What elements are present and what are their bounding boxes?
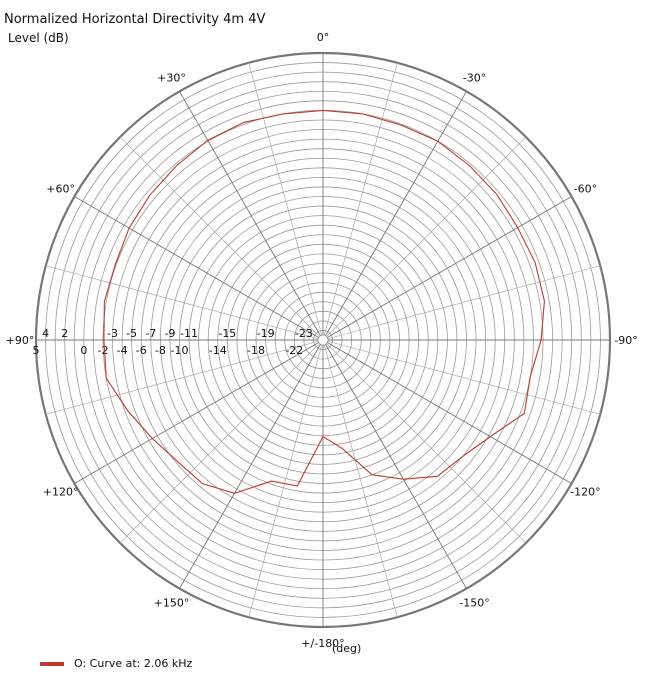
grid-spoke xyxy=(323,62,398,336)
radial-tick-label: -7 xyxy=(145,327,156,340)
radial-tick-label: -4 xyxy=(117,344,128,357)
grid-spoke xyxy=(248,344,323,618)
legend-label: O: Curve at: 2.06 kHz xyxy=(74,657,193,670)
radial-tick-label: 0 xyxy=(80,344,87,357)
angle-label: +120° xyxy=(43,486,79,499)
angle-label: -120° xyxy=(570,486,600,499)
grid-spoke xyxy=(74,196,319,338)
grid-spoke xyxy=(323,344,398,618)
grid-spoke xyxy=(45,340,319,415)
angle-label: -30° xyxy=(463,72,486,85)
radial-tick-label: -23 xyxy=(295,327,313,340)
angle-label: +90° xyxy=(6,334,35,347)
series-line xyxy=(103,109,545,494)
radial-tick-labels: 4 2 -3 -5 -7 -9 -11 -15 -19 -23 5 0 -2 -4 -6 -8 -10 -14 -1… xyxy=(33,327,313,357)
polar-grid xyxy=(34,51,612,629)
chart-title: Normalized Horizontal Directivity 4m 4V xyxy=(4,12,266,27)
angle-label: +/-180° xyxy=(301,637,344,650)
radial-tick-label: -6 xyxy=(136,344,147,357)
radial-tick-label: -8 xyxy=(155,344,166,357)
radial-tick-label: -10 xyxy=(171,344,189,357)
radial-axis-label: Level (dB) xyxy=(8,31,69,45)
radial-tick-label: -5 xyxy=(126,327,137,340)
angle-label: -60° xyxy=(574,183,597,196)
grid-spoke xyxy=(119,343,320,544)
radial-tick-label: -22 xyxy=(285,344,303,357)
grid-spoke xyxy=(327,340,601,415)
angle-labels: 0° -30° -60° -90° -120° -150° +/-180° +150° +120… xyxy=(6,31,638,650)
series-layer xyxy=(103,109,545,494)
radial-tick-label: -14 xyxy=(209,344,227,357)
grid-spoke xyxy=(179,344,321,589)
angle-label: +150° xyxy=(154,596,190,609)
grid-spoke xyxy=(326,343,527,544)
grid-spoke xyxy=(327,265,601,340)
radial-tick-label: 4 xyxy=(42,327,49,340)
legend-swatch xyxy=(40,661,64,666)
grid-spoke xyxy=(248,62,323,336)
grid-spoke xyxy=(74,342,319,484)
grid-circle xyxy=(317,334,329,346)
grid-spoke xyxy=(326,136,527,337)
angle-label: +30° xyxy=(157,72,186,85)
radial-tick-label: -15 xyxy=(218,327,236,340)
angle-label: +60° xyxy=(46,183,75,196)
angle-label: -150° xyxy=(459,596,489,609)
grid-spoke xyxy=(327,342,572,484)
grid-spoke xyxy=(119,136,320,337)
radial-tick-label: -11 xyxy=(180,327,198,340)
grid-spoke xyxy=(45,265,319,340)
angle-unit-label: (deg) xyxy=(332,642,361,655)
grid-spoke xyxy=(327,196,572,338)
grid-spoke xyxy=(325,344,467,589)
legend: O: Curve at: 2.06 kHz xyxy=(40,657,192,670)
radial-tick-label: -9 xyxy=(164,327,175,340)
angle-label: 0° xyxy=(317,31,330,44)
radial-tick-label: 5 xyxy=(33,344,40,357)
grid-spoke xyxy=(325,91,467,336)
angle-label: -90° xyxy=(614,334,637,347)
radial-tick-label: 2 xyxy=(61,327,68,340)
grid-spoke xyxy=(179,91,321,336)
radial-tick-label: -18 xyxy=(247,344,265,357)
radial-tick-label: -19 xyxy=(257,327,275,340)
radial-tick-label: -2 xyxy=(97,344,108,357)
radial-tick-label: -3 xyxy=(107,327,118,340)
